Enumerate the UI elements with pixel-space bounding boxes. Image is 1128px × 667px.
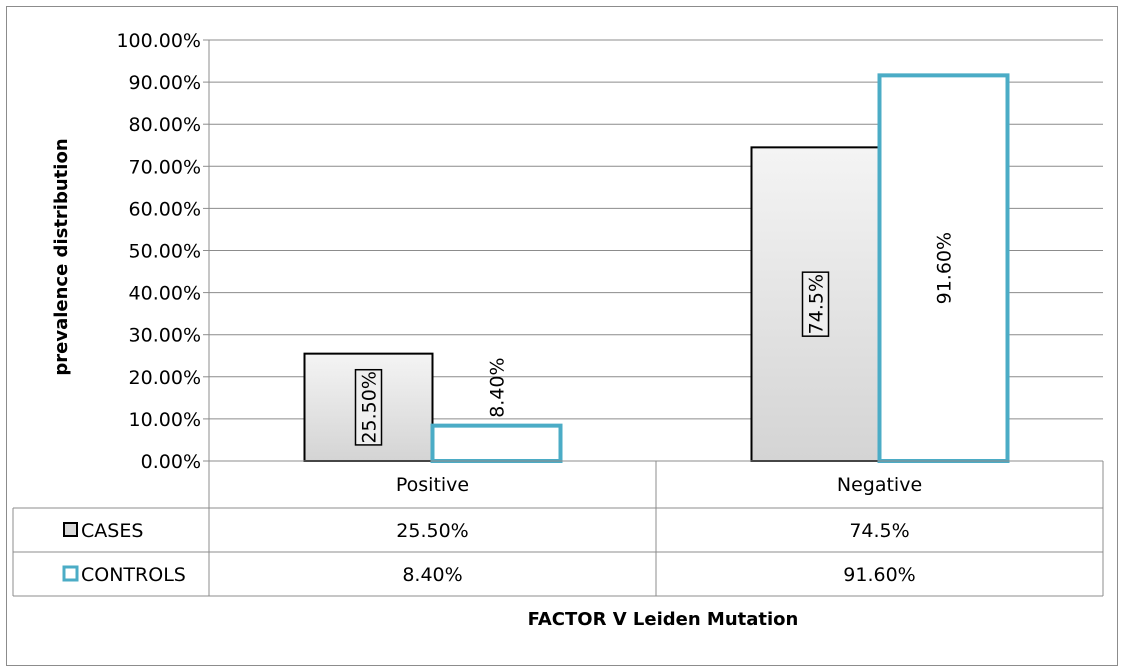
table-cell: 25.50% <box>396 520 468 542</box>
table-header-positive: Positive <box>396 474 469 496</box>
y-tick-label: 20.00% <box>129 367 201 389</box>
bar-cases-negative <box>750 146 881 462</box>
y-tick-label: 90.00% <box>129 72 201 94</box>
y-tick-label: 30.00% <box>129 325 201 347</box>
data-table: Positive Negative CASES 25.50% 74.5% CONTROLS… <box>12 460 1104 597</box>
data-label-box <box>801 271 830 337</box>
data-label-group: 25.50% <box>354 368 383 446</box>
y-tick-label: 60.00% <box>129 198 201 220</box>
table-cell: 8.40% <box>402 564 462 586</box>
table-header-negative: Negative <box>837 474 922 496</box>
data-label-group: 91.60% <box>934 232 956 304</box>
table-cell: 91.60% <box>843 564 915 586</box>
data-label-group: 74.5% <box>801 271 830 337</box>
y-tick-label: 40.00% <box>129 283 201 305</box>
chart-frame: 0.00% 10.00% 20.00% 30.00% 40.00% 50.00% 60.00… <box>6 6 1118 666</box>
y-tick-label: 0.00% <box>141 451 201 473</box>
bar-controls-positive <box>430 423 563 463</box>
bars: 25.50% 8.40% 74.5% 91.60% <box>303 73 1010 463</box>
data-label-box <box>354 368 383 446</box>
y-tick-label: 50.00% <box>129 241 201 263</box>
data-label: 25.50% <box>359 371 381 443</box>
y-axis-label: prevalence distribution <box>51 138 72 375</box>
bar-chart: 0.00% 10.00% 20.00% 30.00% 40.00% 50.00% 60.00… <box>12 30 1104 630</box>
x-axis-label: FACTOR V Leiden Mutation <box>528 609 799 630</box>
y-tick-label: 80.00% <box>129 114 201 136</box>
legend-label-controls: CONTROLS <box>81 564 186 586</box>
y-axis-ticks: 0.00% 10.00% 20.00% 30.00% 40.00% 50.00% 60.00… <box>116 30 201 473</box>
table-cell: 74.5% <box>849 520 909 542</box>
legend-key-controls <box>62 565 79 582</box>
y-tick-label: 70.00% <box>129 156 201 178</box>
data-label: 74.5% <box>806 274 828 334</box>
bar-controls-negative <box>877 73 1010 463</box>
y-tick-label: 10.00% <box>129 409 201 431</box>
data-label-group: 8.40% <box>487 357 509 417</box>
data-label: 91.60% <box>934 232 956 304</box>
y-tick-label: 100.00% <box>116 30 201 52</box>
data-label: 8.40% <box>487 357 509 417</box>
legend-label-cases: CASES <box>81 520 143 542</box>
legend-key-cases <box>63 522 78 537</box>
